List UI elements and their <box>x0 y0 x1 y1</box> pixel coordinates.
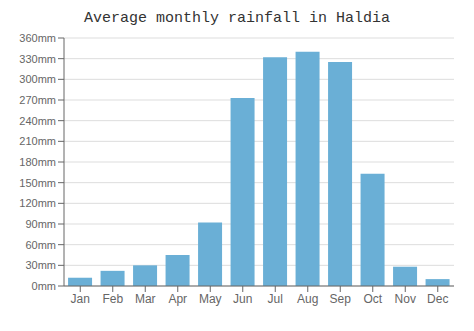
svg-text:150mm: 150mm <box>19 177 56 189</box>
svg-text:May: May <box>199 292 222 306</box>
svg-text:Apr: Apr <box>168 292 187 306</box>
svg-text:30mm: 30mm <box>25 259 56 271</box>
svg-text:Jun: Jun <box>233 292 252 306</box>
svg-text:Aug: Aug <box>297 292 318 306</box>
svg-text:300mm: 300mm <box>19 73 56 85</box>
svg-text:Nov: Nov <box>395 292 416 306</box>
html-text:Average monthly rainfall in Ha: Average monthly rainfall in Haldia <box>84 10 390 27</box>
svg-text:330mm: 330mm <box>19 53 56 65</box>
svg-text:90mm: 90mm <box>25 218 56 230</box>
svg-text:360mm: 360mm <box>19 32 56 44</box>
svg-text:Dec: Dec <box>427 292 448 306</box>
svg-text:Jul: Jul <box>268 292 283 306</box>
svg-text:270mm: 270mm <box>19 94 56 106</box>
svg-text:Sep: Sep <box>330 292 352 306</box>
svg-text:180mm: 180mm <box>19 156 56 168</box>
svg-text:0mm: 0mm <box>32 280 56 292</box>
svg-text:60mm: 60mm <box>25 239 56 251</box>
svg-text:Oct: Oct <box>363 292 382 306</box>
svg-text:Feb: Feb <box>102 292 123 306</box>
svg-text:Jan: Jan <box>71 292 90 306</box>
svg-text:210mm: 210mm <box>19 135 56 147</box>
svg-text:Mar: Mar <box>135 292 156 306</box>
svg-text:120mm: 120mm <box>19 197 56 209</box>
svg-text:240mm: 240mm <box>19 115 56 127</box>
